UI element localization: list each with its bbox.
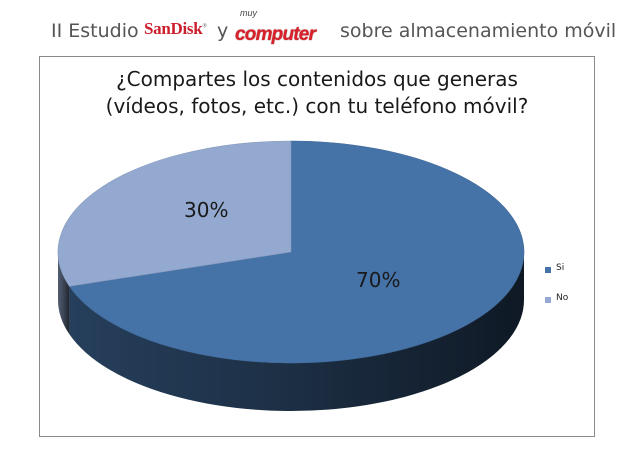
- header-prefix: II Estudio: [51, 20, 139, 42]
- chart-legend: Si No: [545, 262, 605, 322]
- legend-label-no: No: [556, 293, 569, 303]
- header-banner: II Estudio SanDisk® y muy computer sobre…: [0, 0, 630, 56]
- pie-side-no: [58, 252, 70, 335]
- header-connector: y: [217, 20, 229, 42]
- data-label-si: 70%: [356, 268, 401, 292]
- pie-slice-no: [57, 140, 292, 287]
- legend-swatch-no: [545, 297, 551, 303]
- data-label-no: 30%: [184, 198, 229, 222]
- legend-item-no: No: [545, 292, 605, 322]
- legend-swatch-si: [545, 267, 551, 273]
- chart-title-line-2: (vídeos, fotos, etc.) con tu teléfono mó…: [105, 94, 529, 118]
- muycomputer-logo: muy computer: [235, 8, 316, 45]
- chart-title: ¿Compartes los contenidos que generas (v…: [39, 66, 595, 120]
- pie-side-si: [69, 252, 524, 412]
- sandisk-logo: SanDisk®: [144, 19, 207, 38]
- header-suffix: sobre almacenamiento móvil: [340, 20, 617, 42]
- legend-label-si: Si: [556, 263, 565, 273]
- pie-slice-si: [68, 140, 525, 364]
- chart-title-line-1: ¿Compartes los contenidos que generas: [116, 67, 518, 91]
- legend-item-si: Si: [545, 262, 605, 292]
